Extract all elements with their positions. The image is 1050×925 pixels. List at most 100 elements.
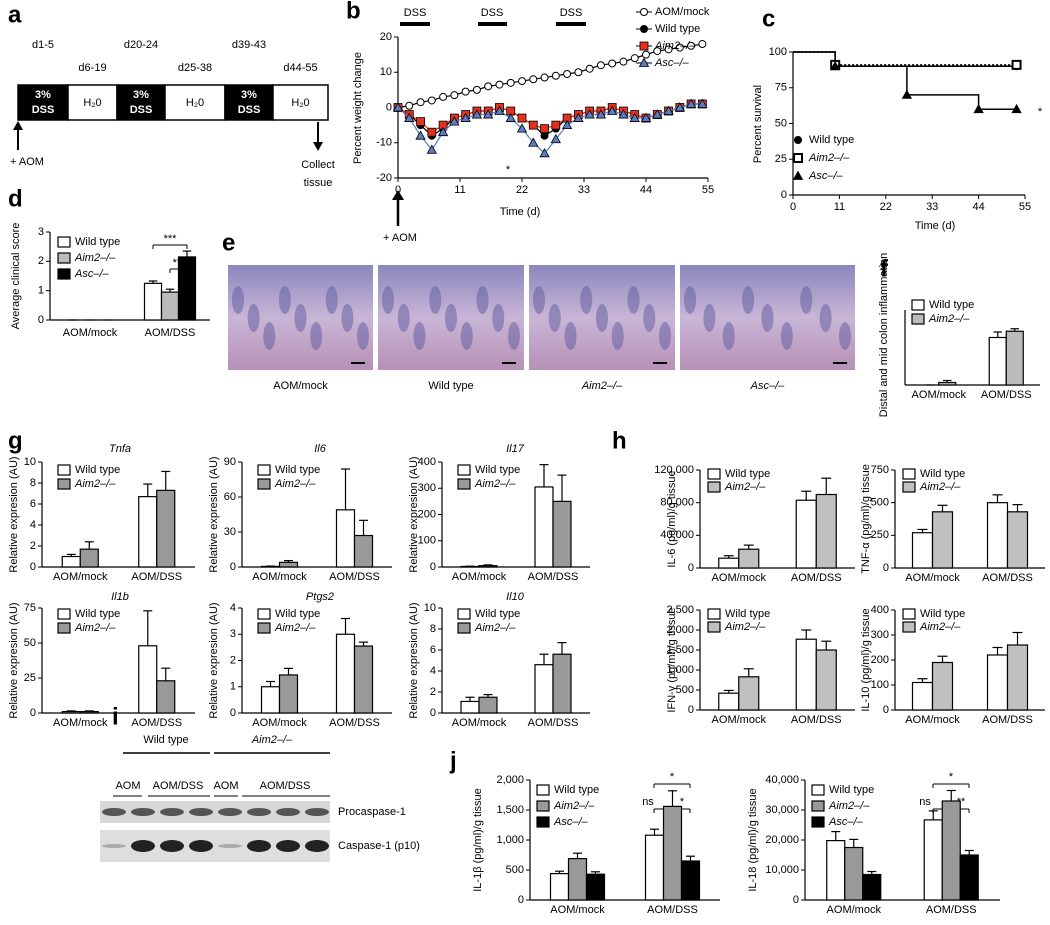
x-tick-label: AOM/DSS (329, 717, 380, 729)
annotation: * (680, 796, 685, 808)
marker (550, 133, 562, 144)
y-tick-label: 0 (386, 101, 392, 113)
x-tick-label: 11 (454, 184, 465, 196)
bar (795, 499, 817, 569)
x-tick-label: 0 (790, 201, 796, 213)
bar (738, 548, 760, 569)
legend-swatch (57, 236, 71, 248)
y-tick-label: 2,500 (666, 604, 694, 616)
x-axis-label: Time (d) (915, 220, 956, 232)
y-tick-label: 10 (24, 456, 36, 468)
bar (353, 534, 374, 568)
crypt (819, 304, 832, 332)
legend-label: AOM/mock (655, 6, 710, 18)
marker (460, 112, 471, 122)
bar (738, 676, 760, 711)
group-label: Aim2–/– (251, 734, 293, 746)
bar (61, 710, 81, 714)
x-tick-label: 11 (834, 201, 845, 213)
annotation: *** (164, 233, 178, 245)
y-axis-label: IL-10 (pg/ml)/g tissue (860, 608, 872, 711)
bar (911, 681, 934, 711)
y-axis-label: IL-1β (pg/ml)/g tissue (472, 788, 484, 892)
arrowhead (392, 190, 404, 200)
band (218, 808, 242, 816)
legend-swatch (811, 784, 825, 796)
marker (639, 41, 649, 51)
block-label: DSS (238, 104, 261, 116)
crypt (742, 286, 755, 314)
bar (177, 256, 197, 321)
x-tick-label: AOM/DSS (982, 714, 1033, 726)
marker (585, 64, 594, 73)
y-tick-label: 20 (380, 31, 392, 43)
series-line (397, 43, 703, 109)
legend-label: Wild type (475, 464, 520, 476)
marker (427, 127, 437, 137)
y-tick-label: 1,000 (666, 664, 694, 676)
bar (718, 557, 740, 569)
crypt (460, 322, 473, 350)
crypt (310, 322, 323, 350)
annotation: ** (957, 796, 966, 808)
x-tick-label: AOM/DSS (981, 389, 1032, 401)
legend-swatch (536, 784, 550, 796)
crypt (643, 304, 656, 332)
y-tick-label: 0 (430, 561, 436, 573)
legend-label: Wild type (809, 134, 854, 146)
legend-swatch (911, 299, 925, 311)
y-tick-label: 0 (230, 561, 236, 573)
band (305, 808, 329, 816)
legend-label: Wild type (655, 23, 700, 35)
lane-label: AOM/DSS (153, 780, 204, 792)
x-tick-label: AOM/DSS (329, 571, 380, 583)
blot (100, 801, 330, 823)
marker (640, 8, 648, 16)
y-axis-label: Relative expresion (AU) (408, 456, 420, 572)
survival-line (793, 51, 1017, 66)
crypt (508, 322, 520, 350)
legend-label: Aim2–/– (919, 481, 961, 493)
y-tick-label: 50 (775, 117, 787, 129)
marker (427, 96, 436, 105)
crypt (780, 322, 793, 350)
legend-swatch (902, 621, 916, 633)
marker (450, 91, 459, 100)
bar (61, 555, 81, 568)
marker (829, 60, 841, 71)
crypt (761, 304, 774, 332)
y-tick-label: 0 (430, 707, 436, 719)
marker (687, 41, 696, 50)
y-tick-label: 10 (380, 66, 392, 78)
legend-label: Aim2–/– (274, 478, 316, 490)
legend-label: Asc–/– (808, 170, 844, 182)
day-label: d1-5 (32, 39, 54, 51)
legend-label: Aim2–/– (274, 622, 316, 634)
bar (986, 654, 1009, 711)
legend-swatch (57, 464, 71, 476)
bar (534, 486, 554, 568)
y-axis-label: Relative expresion (AU) (8, 456, 20, 572)
marker (449, 116, 460, 126)
marker (484, 82, 493, 91)
timeline-block (17, 84, 69, 121)
legend-label: Wild type (75, 236, 120, 248)
x-tick-label: AOM/DSS (528, 571, 579, 583)
annotation: ns (919, 796, 931, 808)
legend-label: Asc–/– (74, 268, 110, 280)
panel-label: d (8, 185, 23, 212)
crypt (722, 322, 735, 350)
legend-label: Wild type (920, 468, 965, 480)
y-tick-label: 200 (418, 508, 436, 520)
marker (640, 112, 652, 122)
band-label: Procaspase-1 (338, 806, 406, 818)
crypt (247, 304, 260, 332)
bar (335, 633, 356, 714)
marker (674, 102, 686, 112)
bar (815, 493, 837, 569)
x-tick-label: AOM/mock (452, 717, 507, 729)
marker (439, 92, 448, 101)
panel-label: b (346, 0, 361, 24)
y-axis-label: IL-18 (pg/ml)/g tissue (747, 788, 759, 891)
annotation: *** (173, 257, 187, 269)
